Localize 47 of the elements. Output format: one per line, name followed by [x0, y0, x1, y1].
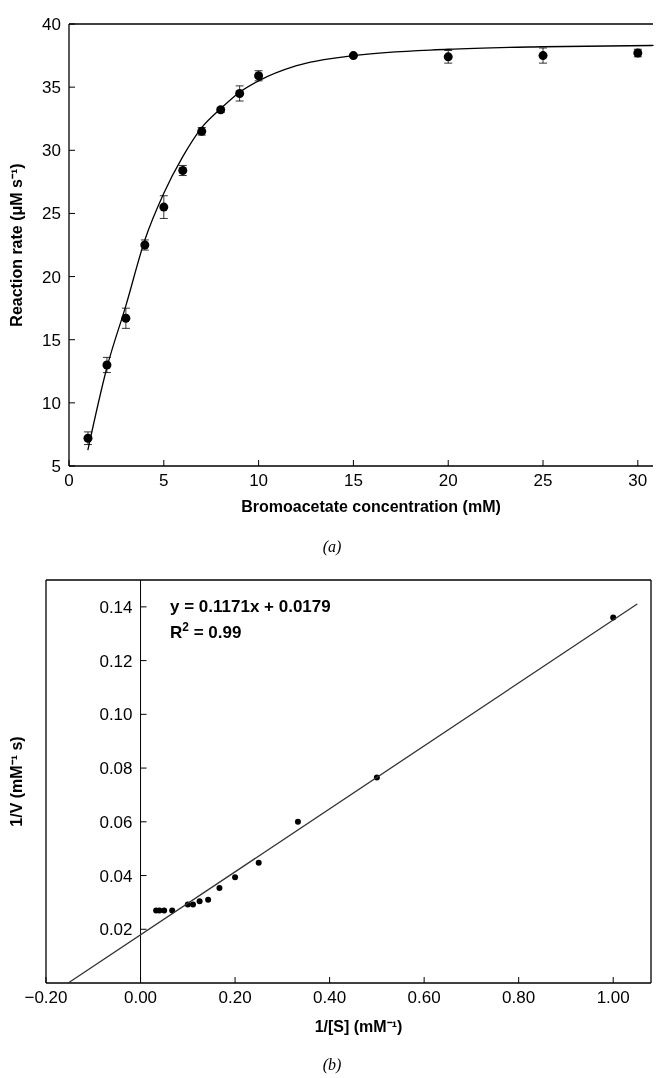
y-tick-label: 0.14: [99, 597, 133, 617]
y-tick-label: 0.08: [99, 759, 133, 779]
point: [538, 51, 548, 61]
y-axis-title: 1/V (mM⁻¹ s): [8, 736, 25, 827]
x-tick-label: 15: [343, 471, 363, 490]
line-series: [87, 44, 654, 451]
text: (b): [322, 1056, 342, 1074]
x-tick-label: 0: [64, 471, 74, 490]
point: [232, 874, 239, 881]
x-axis-title: 1/[S] (mM⁻¹): [314, 1018, 403, 1035]
y-tick-label: 15: [42, 330, 61, 350]
point: [255, 859, 262, 866]
y-tick-label: 0.02: [99, 920, 133, 940]
annotation: R$^{2}$ = 0.99: [170, 620, 242, 642]
x-axis-title: Bromoacetate concentration (mM): [241, 498, 501, 515]
y-tick-label: 0.04: [99, 866, 133, 886]
point: [159, 202, 169, 212]
x-tick-label: −0.20: [24, 988, 68, 1007]
x-tick-label: 20: [438, 471, 458, 490]
y-tick-label: 35: [42, 78, 61, 98]
x-tick-label: 0.00: [123, 988, 158, 1007]
y-tick-label: 40: [42, 15, 61, 34]
text: (a): [322, 538, 342, 556]
x-tick-label: 25: [533, 471, 553, 490]
x-tick-label: 5: [159, 471, 169, 490]
y-tick-label: 5: [51, 457, 61, 476]
y-tick-label: 10: [42, 393, 61, 413]
x-tick-label: 0.80: [502, 988, 536, 1007]
x-tick-label: 0.40: [313, 988, 347, 1007]
y-tick-label: 0.12: [99, 651, 133, 671]
point: [169, 907, 176, 914]
x-tick-label: 1.00: [596, 988, 630, 1007]
point: [216, 884, 223, 891]
point: [205, 896, 212, 903]
x-tick-label: 0.60: [407, 988, 441, 1007]
point: [196, 898, 203, 905]
y-tick-label: 0.06: [99, 812, 133, 832]
y-tick-label: 20: [42, 267, 61, 287]
x-tick-label: 30: [628, 471, 648, 490]
point: [294, 818, 301, 825]
x-tick-label: 0.20: [218, 988, 252, 1007]
x-tick-label: 10: [249, 471, 269, 490]
y-tick-label: 25: [42, 204, 61, 224]
y-axis-title: Reaction rate (μM s⁻¹): [8, 163, 25, 327]
y-tick-label: 30: [42, 141, 61, 161]
annotation: y = 0.1171x + 0.0179: [170, 597, 331, 616]
y-tick-label: 0.10: [99, 705, 133, 725]
